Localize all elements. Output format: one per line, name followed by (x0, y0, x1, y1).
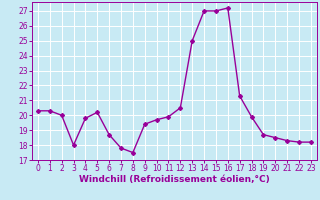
X-axis label: Windchill (Refroidissement éolien,°C): Windchill (Refroidissement éolien,°C) (79, 175, 270, 184)
